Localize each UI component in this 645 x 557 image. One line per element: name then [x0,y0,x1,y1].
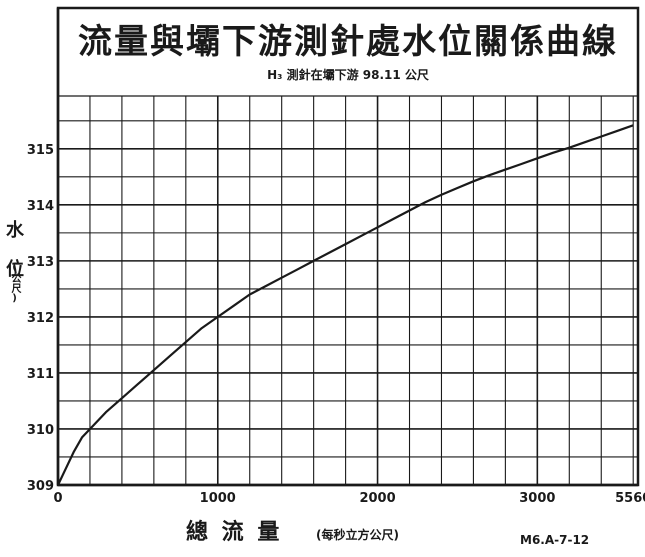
x-tick-label: 2000 [359,491,395,506]
y-tick-label: 310 [27,423,54,438]
y-axis-unit: (公尺) [9,262,20,304]
grid [57,96,638,486]
x-axis-label: 總 流 量 [186,519,283,545]
tick-labels: 309 310 311 312 313 314 315 0 1000 2000 3000 5560 [27,143,645,506]
y-tick-label: 314 [27,199,54,214]
y-tick-label: 309 [27,479,54,494]
x-tick-label: 5560 [615,491,645,506]
series-line [57,124,634,486]
x-tick-label: 1000 [200,491,236,506]
y-axis-label: 水 位 [3,220,24,277]
chart-subtitle: H₃ 測針在壩下游 98.11 公尺 [267,68,429,82]
x-tick-label: 3000 [519,491,555,506]
y-tick-label: 315 [27,143,54,158]
figure-code: M6.A-7-12 [520,533,590,547]
x-axis-unit: (每秒立方公尺) [316,528,399,542]
y-tick-label: 313 [27,255,54,270]
y-tick-label: 312 [27,311,54,326]
series-curve [57,124,634,486]
chart-title: 流量與壩下游測針處水位關係曲線 [78,22,618,62]
x-tick-label: 0 [53,491,62,506]
y-tick-label: 311 [27,367,54,382]
